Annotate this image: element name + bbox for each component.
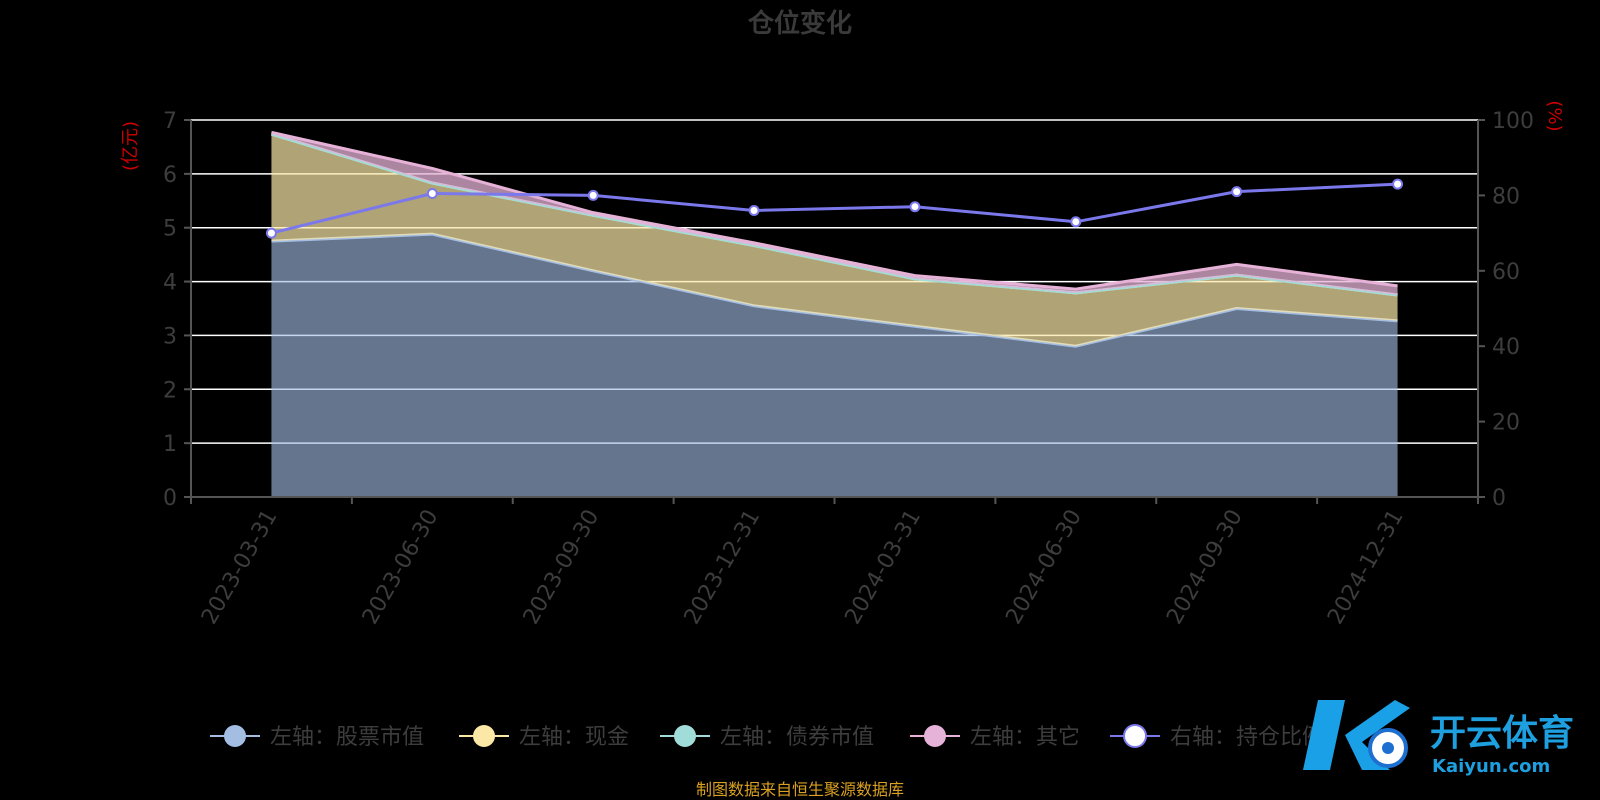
x-tick-label: 2024-03-31 — [841, 506, 927, 629]
ratio-point — [265, 227, 277, 239]
area-line-4 — [271, 130, 1398, 291]
x-tick-label: 2024-12-31 — [1323, 506, 1409, 629]
area-4 — [271, 132, 1398, 296]
logo-sub-text: Kaiyun.com — [1432, 756, 1550, 777]
legend-label: 左轴：债券市值 — [720, 725, 874, 750]
left-tick-label: 0 — [163, 486, 177, 511]
kaiyun-logo: 开云体育 Kaiyun.com — [1303, 700, 1574, 777]
ratio-line — [265, 178, 1404, 239]
area-1 — [271, 234, 1398, 498]
ratio-point — [1392, 178, 1404, 190]
x-tick-label: 2023-12-31 — [680, 506, 766, 629]
right-tick-label: 100 — [1492, 109, 1534, 134]
x-tick-label: 2023-09-30 — [519, 506, 605, 629]
left-tick-label: 1 — [163, 432, 177, 457]
x-tick-label: 2024-09-30 — [1162, 506, 1248, 629]
legend-marker — [924, 725, 946, 747]
area-2 — [271, 134, 1398, 347]
ratio-line-path — [271, 182, 1398, 235]
left-axis-unit: (亿元) — [120, 121, 141, 171]
legend-item: 左轴：其它 — [910, 725, 1080, 750]
left-tick-label: 6 — [163, 163, 177, 188]
legend-item: 右轴：持仓比例 — [1110, 724, 1324, 750]
right-tick-label: 20 — [1492, 411, 1520, 436]
x-tick-label: 2023-06-30 — [358, 506, 444, 629]
ratio-point — [909, 201, 921, 213]
left-tick-label: 4 — [163, 271, 177, 296]
ratio-point — [426, 188, 438, 200]
ratio-point — [1070, 216, 1082, 228]
legend-marker — [674, 725, 696, 747]
left-tick-label: 3 — [163, 324, 177, 349]
legend-label: 左轴：股票市值 — [270, 725, 424, 750]
legend-marker — [1123, 724, 1147, 748]
legend-label: 左轴：现金 — [519, 725, 629, 750]
ratio-point — [1231, 186, 1243, 198]
legend-item: 左轴：股票市值 — [210, 725, 424, 750]
logo-main-text: 开云体育 — [1430, 713, 1574, 754]
left-tick-label: 7 — [163, 109, 177, 134]
right-tick-label: 0 — [1492, 486, 1506, 511]
legend-label: 右轴：持仓比例 — [1170, 725, 1324, 750]
ratio-point — [748, 204, 760, 216]
right-tick-label: 80 — [1492, 184, 1520, 209]
legend-marker — [224, 725, 246, 747]
chart-title: 仓位变化 — [747, 8, 852, 39]
legend-label: 左轴：其它 — [970, 725, 1080, 750]
right-tick-label: 60 — [1492, 260, 1520, 285]
legend-marker — [473, 725, 495, 747]
legend: 左轴：股票市值 左轴：现金 左轴：债券市值 左轴：其它 右轴：持仓比例 — [210, 724, 1324, 750]
right-axis-unit: (%) — [1544, 100, 1565, 131]
logo-mark-icon — [1303, 700, 1410, 770]
legend-item: 左轴：债券市值 — [660, 725, 874, 750]
legend-item: 左轴：现金 — [459, 725, 629, 750]
x-tick-label: 2024-06-30 — [1001, 506, 1087, 629]
left-tick-label: 2 — [163, 378, 177, 403]
right-tick-label: 40 — [1492, 335, 1520, 360]
x-tick-label: 2023-03-31 — [197, 506, 283, 629]
ratio-point — [587, 189, 599, 201]
stacked-areas — [271, 130, 1398, 498]
data-source-note: 制图数据来自恒生聚源数据库 — [696, 780, 904, 799]
left-tick-label: 5 — [163, 217, 177, 242]
